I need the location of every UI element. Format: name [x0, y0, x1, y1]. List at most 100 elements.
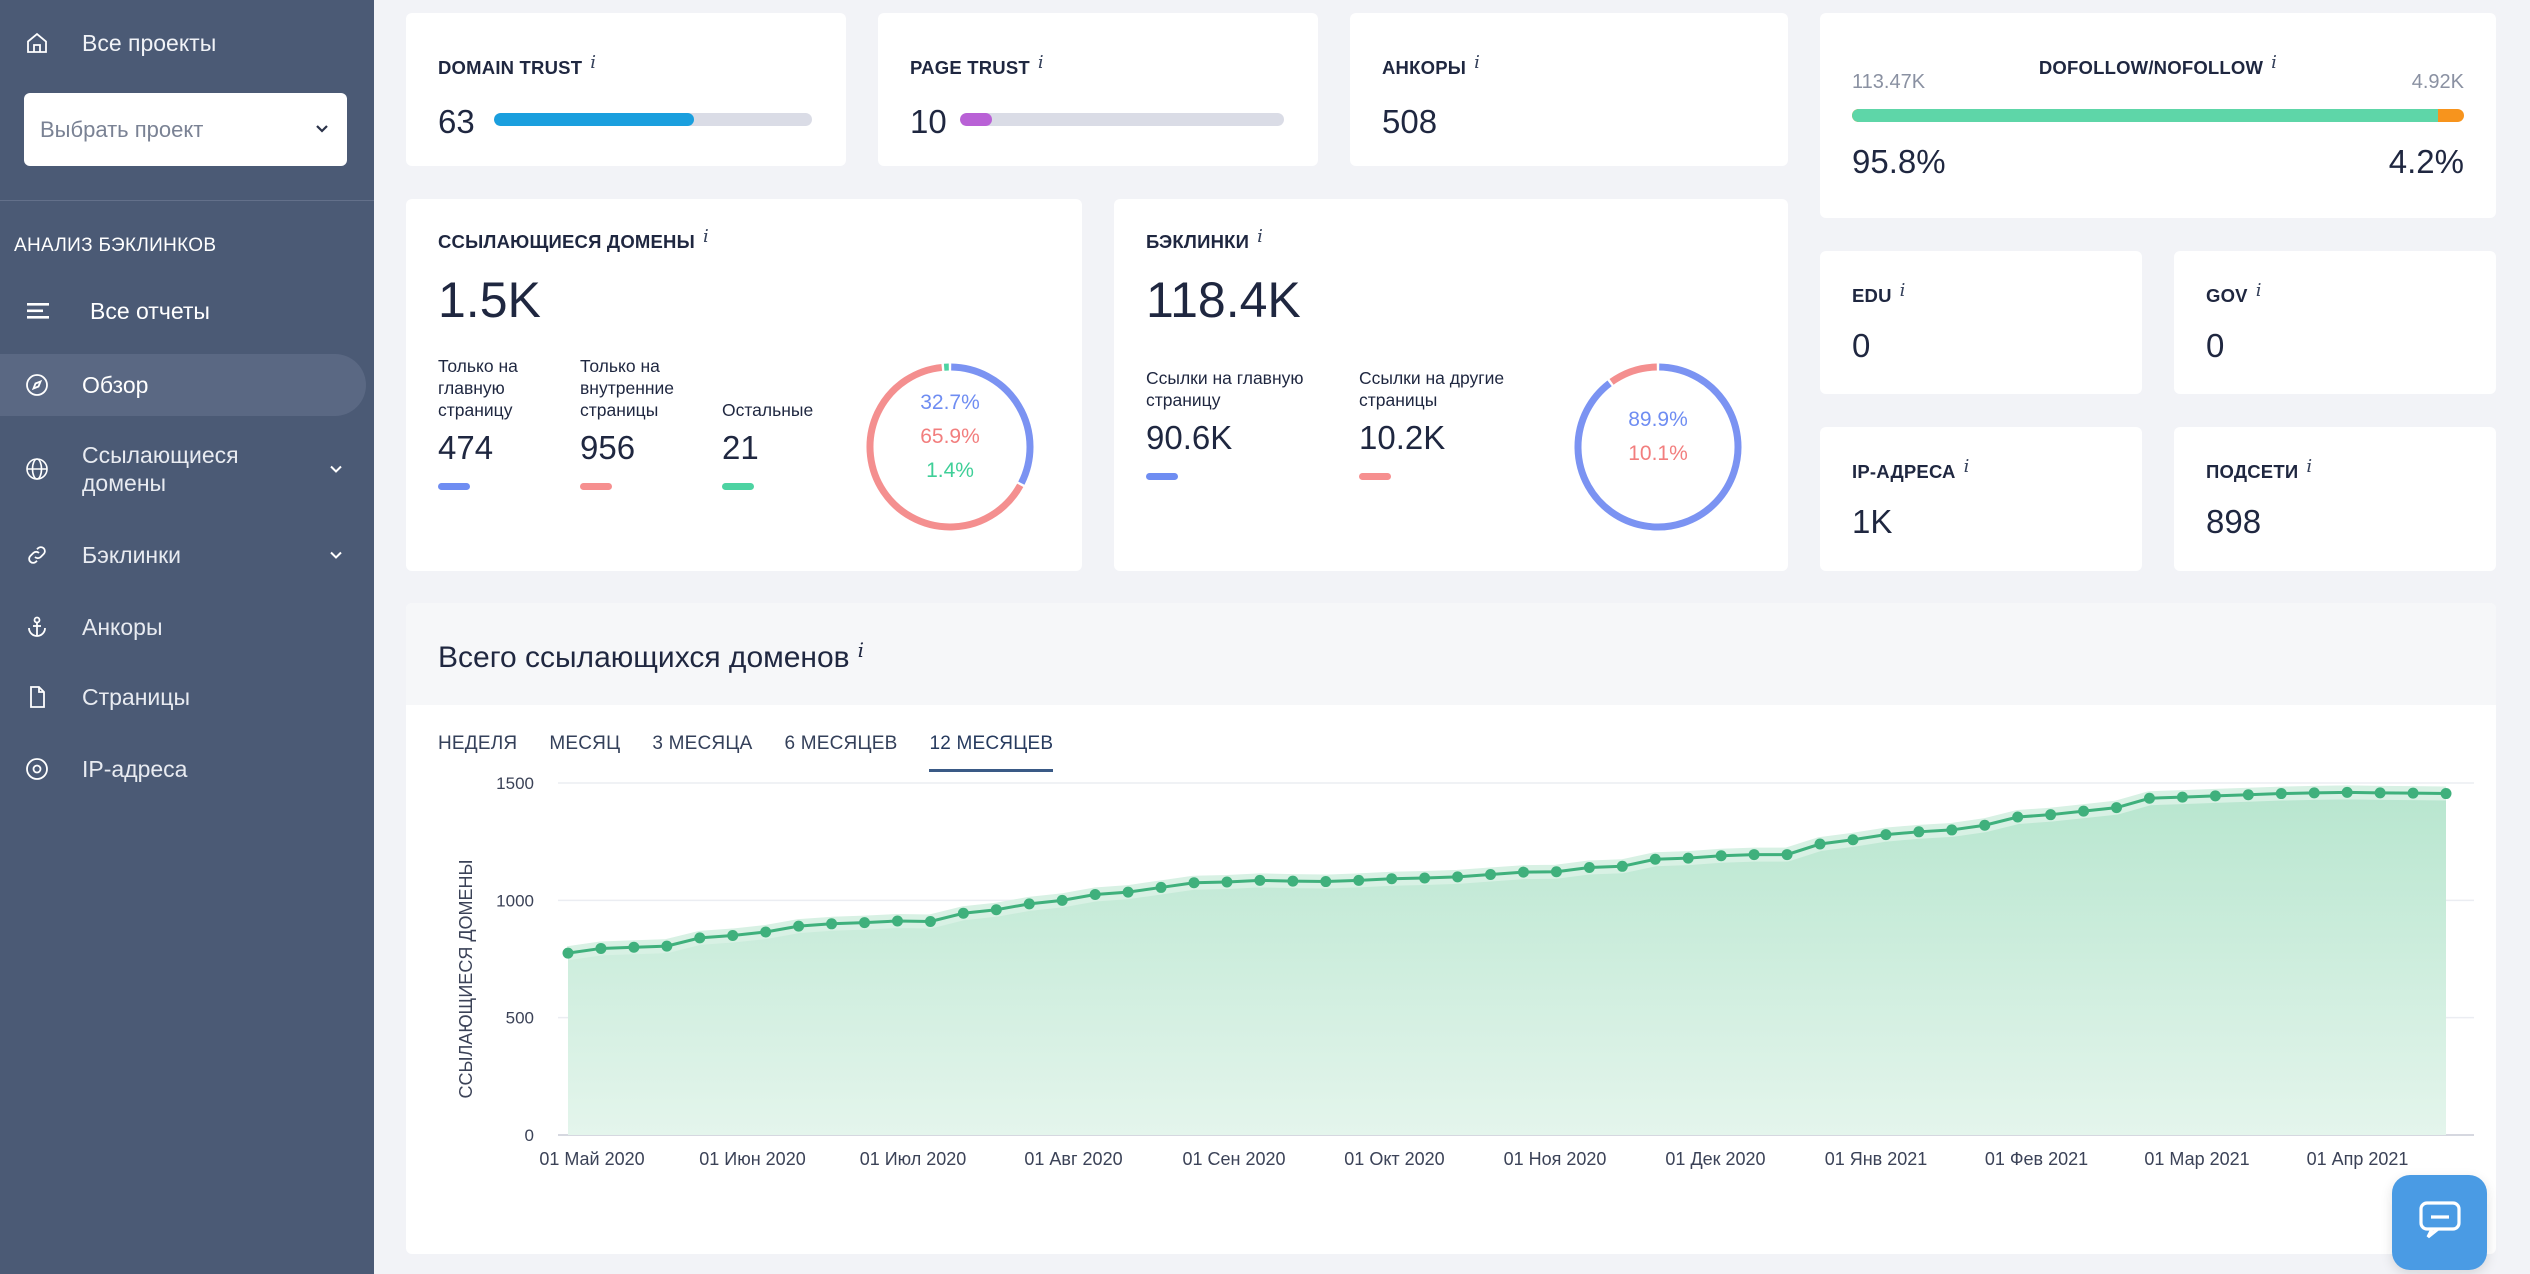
- data-point[interactable]: [2143, 792, 2155, 804]
- sidebar-item-pages[interactable]: Страницы: [0, 666, 366, 728]
- chart-header: Всего ссылающихся доменов i: [406, 603, 2496, 705]
- data-point[interactable]: [1880, 829, 1892, 841]
- data-point[interactable]: [1517, 866, 1529, 878]
- sidebar-item-ip-addresses[interactable]: IP-адреса: [0, 738, 366, 800]
- data-point[interactable]: [1122, 886, 1134, 898]
- tab-6-months[interactable]: 6 МЕСЯЦЕВ: [784, 733, 898, 754]
- list-icon: [24, 296, 54, 326]
- data-point[interactable]: [1781, 849, 1793, 861]
- data-point[interactable]: [595, 942, 607, 954]
- chat-button[interactable]: [2392, 1175, 2487, 1270]
- area-fill: [568, 792, 2446, 1135]
- data-point[interactable]: [1452, 871, 1464, 883]
- data-point[interactable]: [1649, 853, 1661, 865]
- donut-slice[interactable]: [1609, 363, 1657, 385]
- data-point[interactable]: [2078, 805, 2090, 817]
- data-point[interactable]: [1056, 894, 1068, 906]
- info-icon[interactable]: i: [2306, 456, 2313, 477]
- data-point[interactable]: [990, 904, 1002, 916]
- data-point[interactable]: [2209, 790, 2221, 802]
- data-point[interactable]: [793, 920, 805, 932]
- ip-addresses-value: 1K: [1852, 503, 1893, 540]
- tab-month[interactable]: МЕСЯЦ: [549, 733, 621, 754]
- data-point[interactable]: [694, 932, 706, 944]
- sidebar-item-all-reports[interactable]: Все отчеты: [0, 280, 366, 342]
- data-point[interactable]: [1485, 869, 1497, 881]
- data-point[interactable]: [2407, 787, 2419, 799]
- data-point[interactable]: [1320, 876, 1332, 888]
- info-icon[interactable]: i: [2271, 52, 2278, 73]
- data-point[interactable]: [1979, 819, 1991, 831]
- data-point[interactable]: [891, 915, 903, 927]
- data-point[interactable]: [957, 907, 969, 919]
- project-select[interactable]: Выбрать проект: [24, 93, 347, 166]
- data-point[interactable]: [628, 941, 640, 953]
- data-point[interactable]: [1287, 875, 1299, 887]
- data-point[interactable]: [1616, 860, 1628, 872]
- data-point[interactable]: [661, 940, 673, 952]
- data-point[interactable]: [1913, 826, 1925, 838]
- sidebar-item-overview[interactable]: Обзор: [0, 354, 366, 416]
- info-icon[interactable]: i: [1037, 52, 1044, 73]
- sidebar-item-referring-domains[interactable]: Ссылающиеся домены: [0, 430, 366, 508]
- data-point[interactable]: [760, 926, 772, 938]
- all-projects-link[interactable]: Все проекты: [22, 28, 216, 58]
- data-point[interactable]: [1155, 881, 1167, 893]
- data-point[interactable]: [2308, 787, 2320, 799]
- data-point[interactable]: [1847, 834, 1859, 846]
- data-point[interactable]: [1188, 877, 1200, 889]
- data-point[interactable]: [2440, 788, 2452, 800]
- info-icon[interactable]: i: [1474, 52, 1481, 73]
- data-point[interactable]: [727, 930, 739, 942]
- data-point[interactable]: [2242, 789, 2254, 801]
- data-point[interactable]: [924, 915, 936, 927]
- sidebar-divider: [0, 200, 374, 201]
- legend-bar: [438, 483, 470, 490]
- data-point[interactable]: [1682, 852, 1694, 864]
- sidebar-item-anchors[interactable]: Анкоры: [0, 596, 366, 658]
- donut-slice[interactable]: [1574, 363, 1742, 531]
- info-icon[interactable]: i: [590, 52, 597, 73]
- x-tick-label: 01 Апр 2021: [2307, 1149, 2409, 1169]
- data-point[interactable]: [1583, 861, 1595, 873]
- x-tick-label: 01 Окт 2020: [1344, 1149, 1444, 1169]
- data-point[interactable]: [1023, 898, 1035, 910]
- info-icon[interactable]: i: [857, 638, 865, 662]
- data-point[interactable]: [1221, 876, 1233, 888]
- data-point[interactable]: [826, 918, 838, 930]
- data-point[interactable]: [562, 947, 574, 959]
- y-tick-label: 0: [525, 1126, 534, 1145]
- sidebar-item-backlinks[interactable]: Бэклинки: [0, 524, 366, 586]
- domain-trust-bar: [494, 113, 812, 126]
- donut-slice[interactable]: [866, 363, 1024, 531]
- card-title: GOV i: [2206, 280, 2262, 306]
- info-icon[interactable]: i: [1963, 456, 1970, 477]
- data-point[interactable]: [1946, 824, 1958, 836]
- data-point[interactable]: [1550, 866, 1562, 878]
- data-point[interactable]: [1814, 838, 1826, 850]
- data-point[interactable]: [1353, 874, 1365, 886]
- data-point[interactable]: [1748, 849, 1760, 861]
- data-point[interactable]: [1419, 872, 1431, 884]
- info-icon[interactable]: i: [2255, 280, 2262, 301]
- info-icon[interactable]: i: [1899, 280, 1906, 301]
- data-point[interactable]: [2012, 811, 2024, 823]
- data-point[interactable]: [2374, 787, 2386, 799]
- data-point[interactable]: [2275, 788, 2287, 800]
- data-point[interactable]: [2111, 802, 2123, 814]
- donut-slice[interactable]: [951, 363, 1034, 485]
- data-point[interactable]: [1386, 873, 1398, 885]
- sub-label: Только на главную страницу: [438, 356, 518, 420]
- data-point[interactable]: [859, 917, 871, 929]
- info-icon[interactable]: i: [702, 226, 709, 247]
- data-point[interactable]: [1254, 874, 1266, 886]
- data-point[interactable]: [2045, 809, 2057, 821]
- data-point[interactable]: [2176, 791, 2188, 803]
- tab-week[interactable]: НЕДЕЛЯ: [438, 733, 518, 754]
- tab-12-months[interactable]: 12 МЕСЯЦЕВ: [929, 733, 1054, 772]
- info-icon[interactable]: i: [1257, 226, 1264, 247]
- data-point[interactable]: [1715, 850, 1727, 862]
- data-point[interactable]: [1089, 888, 1101, 900]
- tab-3-months[interactable]: 3 МЕСЯЦА: [652, 733, 753, 754]
- data-point[interactable]: [2341, 786, 2353, 798]
